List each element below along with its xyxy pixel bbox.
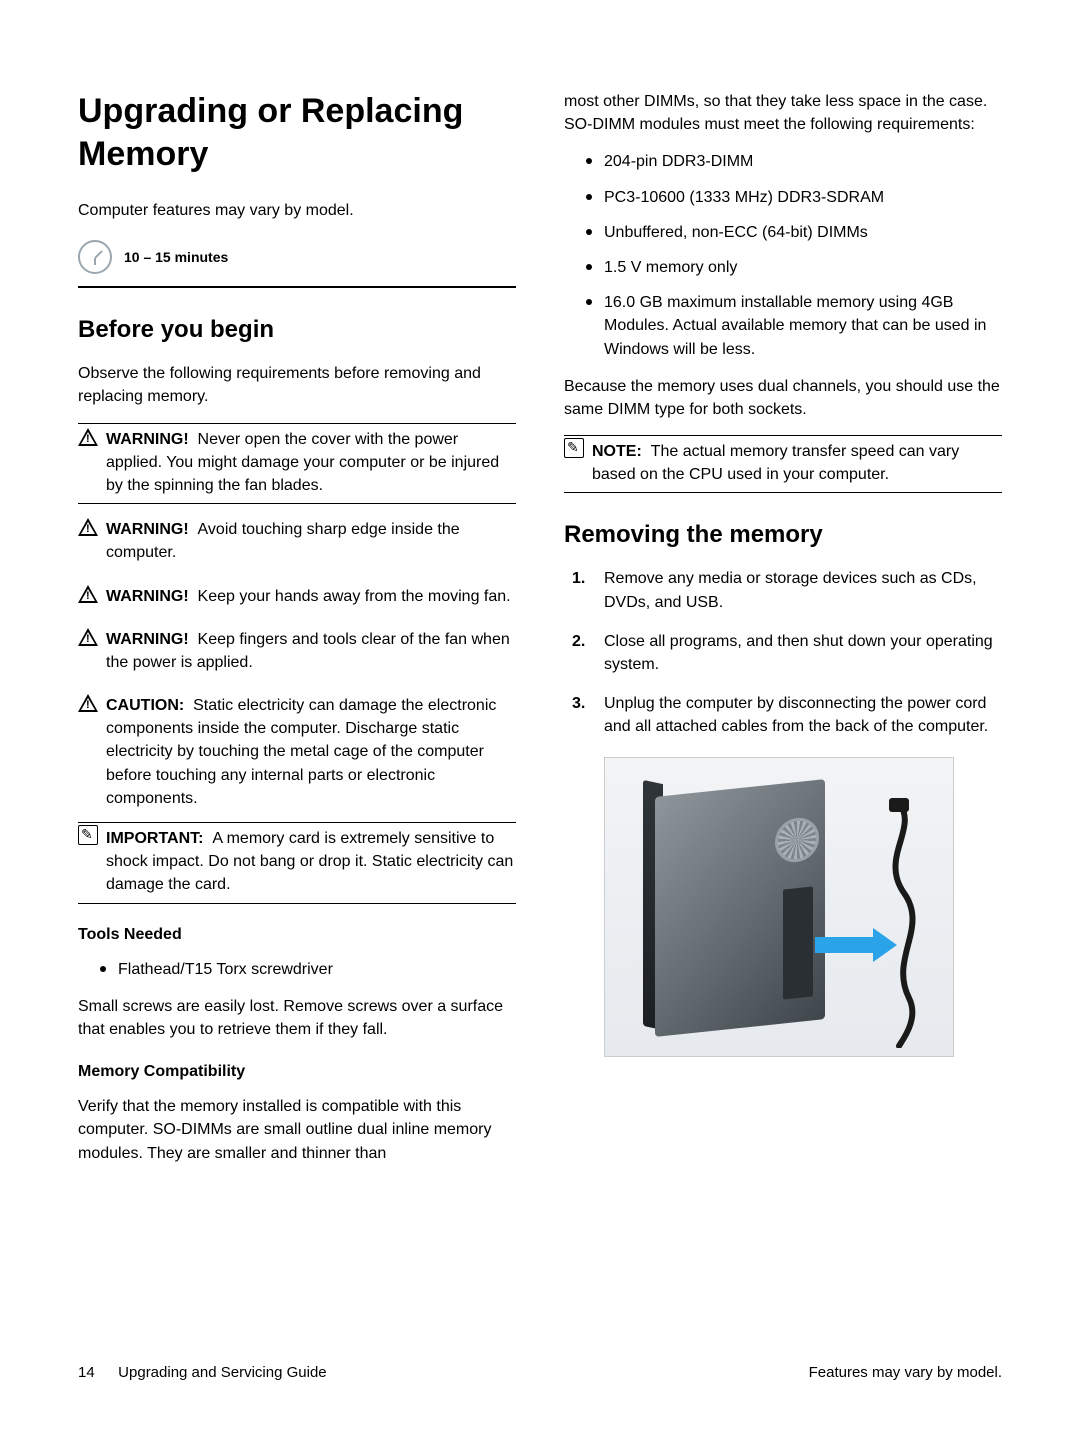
caution-callout: ! CAUTION: Static electricity can damage… — [78, 690, 516, 816]
caution-label: CAUTION: — [106, 697, 184, 714]
important-icon — [78, 825, 100, 847]
warning-icon: ! — [78, 626, 100, 648]
power-cable-icon — [849, 798, 939, 1048]
warning-label: WARNING! — [106, 631, 189, 648]
note-icon — [564, 438, 586, 460]
right-column: most other DIMMs, so that they take less… — [564, 90, 1002, 1179]
footer-guide-title: Upgrading and Servicing Guide — [118, 1364, 326, 1381]
req-item: 16.0 GB maximum installable memory using… — [564, 291, 1002, 361]
callout-rule — [564, 492, 1002, 493]
intro-text: Computer features may vary by model. — [78, 199, 516, 222]
note-label: NOTE: — [592, 443, 642, 460]
warning-2: ! WARNING! Avoid touching sharp edge ins… — [78, 514, 516, 570]
callout-rule — [78, 903, 516, 904]
warning-3: ! WARNING! Keep your hands away from the… — [78, 581, 516, 614]
step-item: Unplug the computer by disconnecting the… — [564, 692, 1002, 738]
page-title: Upgrading or Replacing Memory — [78, 90, 516, 175]
footer-left: 14 Upgrading and Servicing Guide — [78, 1364, 327, 1381]
divider — [78, 286, 516, 288]
removal-steps: Remove any media or storage devices such… — [564, 567, 1002, 738]
warning-1: ! WARNING! Never open the cover with the… — [78, 424, 516, 504]
req-item: Unbuffered, non-ECC (64-bit) DIMMs — [564, 221, 1002, 244]
note-callout: NOTE: The actual memory transfer speed c… — [564, 436, 1002, 492]
step-item: Close all programs, and then shut down y… — [564, 630, 1002, 676]
warning-label: WARNING! — [106, 588, 189, 605]
tools-note: Small screws are easily lost. Remove scr… — [78, 995, 516, 1041]
two-column-layout: Upgrading or Replacing Memory Computer f… — [78, 90, 1002, 1179]
dual-channel-text: Because the memory uses dual channels, y… — [564, 375, 1002, 421]
callout-rule — [78, 503, 516, 504]
important-callout: IMPORTANT: A memory card is extremely se… — [78, 823, 516, 903]
compat-intro: Verify that the memory installed is comp… — [78, 1095, 516, 1165]
unplug-figure — [604, 757, 954, 1057]
time-label: 10 – 15 minutes — [124, 249, 228, 265]
caution-icon: ! — [78, 692, 100, 714]
left-column: Upgrading or Replacing Memory Computer f… — [78, 90, 516, 1179]
compat-heading: Memory Compatibility — [78, 1063, 516, 1081]
rear-ports — [783, 886, 813, 999]
before-intro: Observe the following requirements befor… — [78, 362, 516, 408]
page-number: 14 — [78, 1364, 114, 1381]
tools-list: Flathead/T15 Torx screwdriver — [78, 958, 516, 981]
warning-icon: ! — [78, 583, 100, 605]
note-text: The actual memory transfer speed can var… — [592, 443, 959, 483]
warning-label: WARNING! — [106, 521, 189, 538]
before-heading: Before you begin — [78, 316, 516, 344]
warning-3-text: Keep your hands away from the moving fan… — [198, 588, 511, 605]
footer-right: Features may vary by model. — [809, 1364, 1002, 1381]
disconnect-arrow-icon — [815, 928, 905, 962]
page-footer: 14 Upgrading and Servicing Guide Feature… — [78, 1364, 1002, 1381]
req-item: PC3-10600 (1333 MHz) DDR3-SDRAM — [564, 186, 1002, 209]
tools-item: Flathead/T15 Torx screwdriver — [78, 958, 516, 981]
removing-heading: Removing the memory — [564, 521, 1002, 549]
req-item: 1.5 V memory only — [564, 256, 1002, 279]
req-item: 204-pin DDR3-DIMM — [564, 150, 1002, 173]
warning-icon: ! — [78, 516, 100, 538]
warning-4: ! WARNING! Keep fingers and tools clear … — [78, 624, 516, 680]
compat-continuation: most other DIMMs, so that they take less… — [564, 90, 1002, 136]
warning-label: WARNING! — [106, 431, 189, 448]
tools-heading: Tools Needed — [78, 926, 516, 944]
important-label: IMPORTANT: — [106, 830, 203, 847]
step-item: Remove any media or storage devices such… — [564, 567, 1002, 613]
requirements-list: 204-pin DDR3-DIMM PC3-10600 (1333 MHz) D… — [564, 150, 1002, 360]
clock-icon — [78, 240, 112, 274]
time-estimate: 10 – 15 minutes — [78, 240, 516, 274]
warning-icon: ! — [78, 426, 100, 448]
